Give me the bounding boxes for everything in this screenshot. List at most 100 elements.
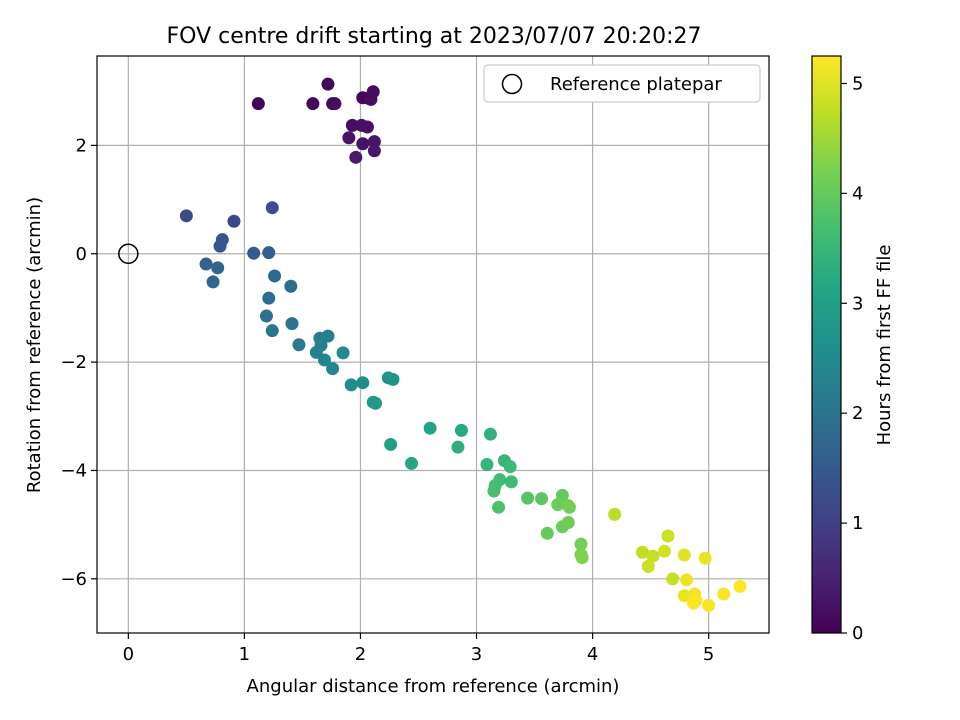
data-point: [360, 120, 374, 134]
data-point: [405, 456, 419, 470]
y-tick-label: 0: [76, 244, 87, 265]
data-point: [265, 201, 279, 215]
data-point: [384, 437, 398, 451]
data-point: [317, 353, 331, 367]
data-points: [179, 77, 747, 612]
data-point: [540, 526, 554, 540]
data-point: [480, 458, 494, 472]
data-point: [306, 97, 320, 111]
data-point: [702, 598, 716, 612]
data-point: [561, 499, 575, 513]
x-tick-label: 4: [587, 644, 598, 665]
reference-marker-group: [118, 243, 139, 265]
legend: Reference platepar: [483, 64, 761, 103]
colorbar-label: Hours from first FF file: [874, 245, 895, 446]
data-point: [677, 589, 691, 603]
colorbar-tick-label: 3: [852, 293, 863, 314]
data-point: [666, 572, 680, 586]
data-point: [328, 97, 342, 111]
data-point: [349, 150, 363, 164]
data-point: [213, 239, 227, 253]
colorbar-tick-label: 1: [852, 513, 863, 534]
reference-marker: [118, 243, 139, 265]
colorbar-tick-label: 4: [852, 183, 863, 204]
data-point: [206, 275, 220, 289]
y-tick-label: 2: [76, 135, 87, 156]
x-axis-ticks: 0 1 2 3 4 5: [123, 633, 714, 665]
legend-marker: [501, 73, 523, 95]
data-point: [367, 144, 381, 158]
chart-title: FOV centre drift starting at 2023/07/07 …: [167, 24, 702, 49]
x-axis-label: Angular distance from reference (arcmin): [247, 676, 620, 697]
data-point: [641, 559, 655, 573]
data-point: [574, 537, 588, 551]
colorbar-ticks: 0 1 2 3 4 5: [841, 73, 863, 644]
data-point: [608, 507, 622, 521]
y-axis-ticks: −6 −4 −2 0 2: [60, 135, 97, 590]
data-point: [635, 545, 649, 559]
data-point: [265, 324, 279, 338]
x-tick-label: 1: [239, 644, 250, 665]
y-axis-label: Rotation from reference (arcmin): [24, 197, 45, 493]
data-point: [487, 484, 501, 498]
colorbar-tick-label: 0: [852, 623, 863, 644]
data-point: [492, 500, 506, 514]
plot-frame: [96, 55, 770, 634]
data-point: [503, 460, 517, 474]
data-point: [284, 279, 298, 293]
x-tick-label: 5: [703, 644, 714, 665]
x-tick-label: 2: [355, 644, 366, 665]
data-point: [677, 548, 691, 562]
data-point: [251, 97, 265, 111]
y-tick-label: −2: [60, 352, 87, 373]
data-point: [262, 246, 276, 260]
data-point: [680, 573, 694, 587]
colorbar: [811, 55, 842, 634]
data-point: [551, 498, 565, 512]
data-point: [211, 261, 225, 275]
colorbar-tick-label: 2: [852, 403, 863, 424]
data-point: [367, 135, 381, 149]
data-point: [504, 475, 518, 489]
data-point: [451, 440, 465, 454]
legend-box: [483, 64, 761, 103]
data-point: [364, 92, 378, 106]
data-point: [356, 137, 370, 151]
colorbar-tick-label: 5: [852, 73, 863, 94]
grid-lines: [97, 56, 769, 633]
data-point: [646, 549, 660, 563]
data-point: [321, 77, 335, 91]
data-point: [259, 309, 273, 323]
data-point: [521, 491, 535, 505]
data-point: [285, 317, 299, 331]
data-point: [658, 544, 672, 558]
data-point: [575, 551, 589, 565]
data-point: [247, 246, 261, 260]
data-point: [268, 269, 282, 283]
data-point: [345, 118, 359, 132]
x-tick-label: 3: [471, 644, 482, 665]
data-point: [698, 551, 712, 565]
y-tick-label: −4: [60, 460, 87, 481]
data-point: [386, 372, 400, 386]
data-point: [369, 396, 383, 410]
data-point: [292, 338, 306, 352]
legend-label: Reference platepar: [550, 74, 722, 95]
data-point: [199, 257, 213, 271]
data-point: [336, 346, 350, 360]
data-point: [454, 423, 468, 437]
data-point: [342, 131, 356, 145]
y-tick-label: −6: [60, 569, 87, 590]
data-point: [309, 345, 323, 359]
data-point: [661, 529, 675, 543]
data-point: [483, 427, 497, 441]
data-point: [179, 209, 193, 223]
x-tick-label: 0: [123, 644, 134, 665]
data-point: [717, 587, 731, 601]
data-point: [326, 362, 340, 376]
data-point: [321, 329, 335, 343]
data-point: [687, 596, 701, 610]
data-point: [344, 378, 358, 392]
